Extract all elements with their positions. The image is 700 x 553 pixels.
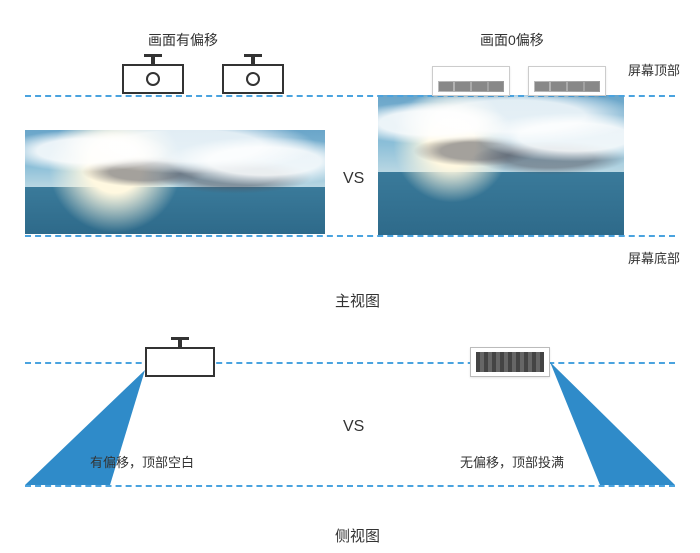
right-bottom-caption: 无偏移，顶部投满 [460,452,564,471]
vs-label-bottom: VS [343,418,364,436]
left-bottom-caption: 有偏移，顶部空白 [90,452,194,471]
side-view-label: 侧视图 [335,525,380,546]
diagram-canvas: 画面有偏移 画面0偏移 屏幕顶部 屏幕底部 VS 主视图 [0,0,700,553]
schematic-projector-side-icon [145,343,215,379]
photo-projector-side-icon [470,347,550,377]
